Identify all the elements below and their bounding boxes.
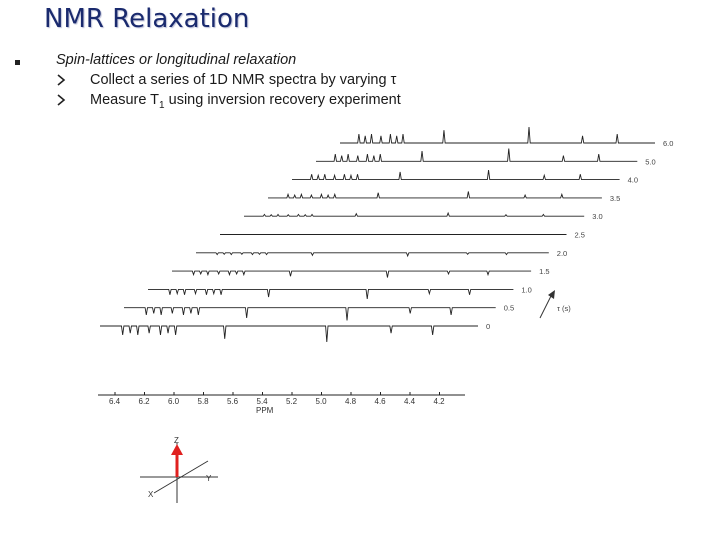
sub-bullet-2-text: Measure T1 using inversion recovery expe… [90, 92, 401, 111]
tau-label: 4.0 [628, 176, 638, 185]
z-axis-label: Z [174, 436, 179, 445]
tau-label: 0.5 [504, 304, 514, 313]
spectrum-trace [268, 191, 602, 199]
tau-label: 1.5 [539, 267, 549, 276]
tau-label: 1.0 [521, 285, 531, 294]
x-axis-label: X [148, 490, 154, 499]
tau-label: 5.0 [645, 157, 655, 166]
spectrum-trace [244, 211, 585, 217]
sub-bullet-1-text: Collect a series of 1D NMR spectra by va… [90, 72, 397, 88]
ppm-tick-label: 6.2 [139, 397, 151, 406]
ppm-tick-label: 4.8 [345, 397, 357, 406]
tau-label: 6.0 [663, 139, 673, 148]
ppm-tick-label: 5.4 [257, 397, 269, 406]
tau-label: 0 [486, 322, 490, 331]
x-axis-line [153, 460, 209, 494]
y-axis-label: Y [206, 474, 212, 483]
ppm-tick-label: 5.0 [316, 397, 328, 406]
spectrum-trace [124, 307, 496, 321]
spectrum-trace [172, 270, 532, 278]
tau-label: 3.5 [610, 194, 620, 203]
spectrum-trace [292, 169, 620, 181]
tau-axis-label: τ (s) [557, 304, 571, 313]
spectrum-trace [316, 148, 638, 162]
slide-title: NMR Relaxation [44, 4, 250, 34]
bullet-marker [15, 60, 20, 65]
spectrum-trace [196, 252, 549, 258]
tau-label: 2.0 [557, 249, 567, 258]
t1-prefix: Measure T [90, 92, 160, 108]
spectrum-trace [148, 288, 514, 300]
ppm-tick-label: 4.2 [434, 397, 446, 406]
ppm-axis-label: PPM [256, 406, 274, 415]
chevron-right-icon [57, 94, 66, 106]
t1-subscript: 1 [159, 99, 165, 111]
nmr-stacked-spectra: 6.0 5.0 4.0 3.5 3.0 2.5 2.0 1.5 1.0 0.5 0 τ (s) 6.4 6… [98, 126, 673, 415]
ppm-tick-label: 4.6 [375, 397, 387, 406]
tau-label: 2.5 [575, 231, 585, 240]
ppm-tick-label: 4.4 [404, 397, 416, 406]
tau-axis-arrowhead [548, 290, 555, 299]
chevron-right-icon [57, 74, 66, 86]
tau-label: 3.0 [592, 212, 602, 221]
ppm-tick-label: 5.8 [198, 397, 210, 406]
magnetization-arrowhead [171, 444, 183, 455]
ppm-tick-label: 5.2 [286, 397, 298, 406]
t1-suffix: using inversion recovery experiment [164, 92, 401, 108]
spectrum-trace [340, 126, 655, 144]
coordinate-axes-diagram: Z Y X [140, 436, 218, 503]
tau-axis-arrow [539, 293, 553, 319]
ppm-tick-label: 6.4 [109, 397, 121, 406]
ppm-tick-label: 6.0 [168, 397, 180, 406]
bullet-text: Spin-lattices or longitudinal relaxation [56, 52, 297, 68]
ppm-tick-label: 5.6 [227, 397, 239, 406]
spectrum-trace [100, 325, 478, 343]
